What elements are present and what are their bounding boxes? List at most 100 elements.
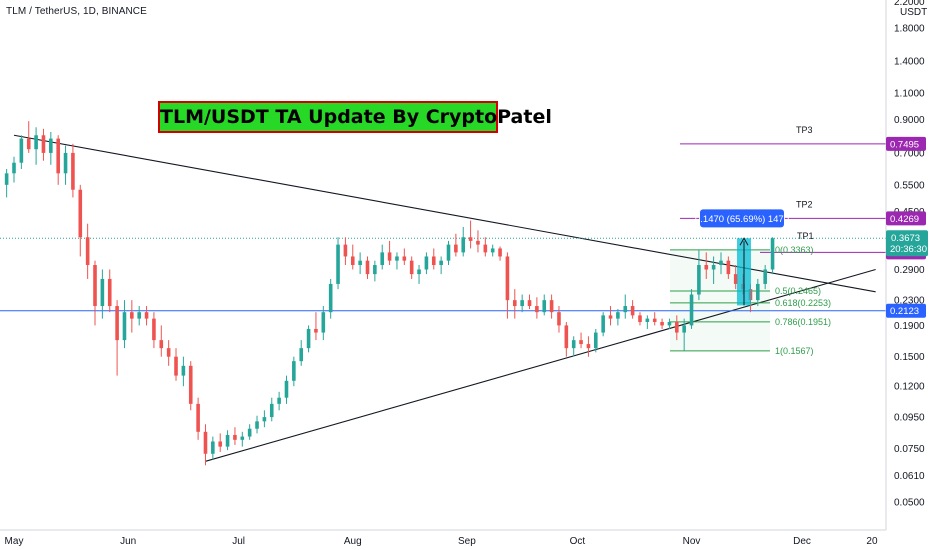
- candle-body: [130, 312, 134, 319]
- price-tick-label: 0.1500: [894, 352, 925, 363]
- last-price-label: 0.3673: [891, 233, 920, 244]
- candle-body: [63, 152, 68, 174]
- time-axis[interactable]: May Jun Jul Aug Sep Oct Nov Dec 20: [5, 536, 878, 547]
- candle-body: [535, 306, 539, 313]
- candle-body: [225, 434, 230, 447]
- trendline: [13, 134, 876, 293]
- candle-body: [137, 312, 141, 319]
- price-tick-label: 0.2900: [894, 265, 925, 276]
- candle-body: [571, 340, 576, 349]
- candle-body: [269, 403, 274, 418]
- trendline: [205, 268, 876, 462]
- time-tick-label: May: [5, 536, 24, 547]
- candle-body: [468, 237, 473, 241]
- candle-body: [336, 244, 340, 284]
- candle-body: [284, 380, 289, 398]
- candle-body: [387, 252, 392, 261]
- candle-body: [564, 325, 569, 349]
- candle-body: [299, 348, 304, 362]
- candle-body: [586, 344, 591, 349]
- price-tick-label: 0.9000: [894, 115, 925, 126]
- candle-body: [675, 321, 679, 333]
- candle-body: [211, 441, 215, 454]
- price-tick-label: 2.2000: [894, 0, 925, 8]
- fibonacci-layer: 0(0.3363) 0.5(0.2465) 0.618(0.2253) 0.786(0…: [670, 245, 831, 356]
- candle-body: [203, 431, 208, 454]
- measure-label-box: [700, 209, 784, 228]
- candle-body: [152, 318, 156, 341]
- price-axis-unit: USDT: [900, 7, 927, 18]
- candle-body: [107, 278, 112, 307]
- candle-body: [446, 244, 451, 261]
- candle-body: [56, 138, 60, 174]
- candle-body: [328, 283, 333, 313]
- candle-body: [557, 312, 561, 326]
- price-level-tag-label: 0.4269: [890, 214, 919, 225]
- candle-body: [343, 244, 348, 257]
- candle-body: [122, 312, 127, 341]
- candle-body: [277, 397, 281, 404]
- price-tick-label: 0.0950: [894, 413, 925, 424]
- candle-body: [85, 237, 90, 265]
- price-level-tag: [886, 136, 926, 151]
- time-tick-label: Oct: [570, 536, 586, 547]
- candle-body: [439, 260, 443, 265]
- fib-level-label: 0.5(0.2465): [775, 286, 821, 296]
- candle-body: [454, 244, 458, 253]
- candle-body: [174, 356, 178, 376]
- candle-body: [623, 306, 628, 313]
- candle-body: [12, 162, 16, 174]
- candle-body: [689, 294, 694, 326]
- candle-body: [196, 403, 200, 432]
- candle-body: [306, 328, 311, 349]
- candle-body: [505, 256, 510, 301]
- symbol-title: TLM / TetherUS, 1D, BINANCE: [6, 6, 147, 17]
- price-tick-label: 0.1200: [894, 382, 925, 393]
- candle-body: [652, 318, 657, 322]
- target-label: TP1: [797, 231, 814, 241]
- candle-body: [144, 312, 149, 319]
- candle-body: [476, 240, 480, 245]
- price-level-tag-label: 0.7495: [890, 139, 919, 150]
- candle-body: [616, 312, 620, 319]
- fib-level-label: 0(0.3363): [775, 245, 814, 255]
- candle-body: [660, 321, 664, 326]
- time-tick-label: Sep: [458, 536, 476, 547]
- price-axis[interactable]: 2.2000 1.8000 1.4000 1.1000 0.9000 0.7000 0.55…: [894, 0, 925, 509]
- fib-level-label: 0.786(0.1951): [775, 317, 831, 327]
- candle-body: [512, 300, 517, 307]
- candle-body: [483, 244, 488, 253]
- time-tick-label: 20: [866, 536, 878, 547]
- price-tick-label: 0.1900: [894, 321, 925, 332]
- price-level-tag-label: 0.2123: [890, 306, 919, 317]
- trendlines-layer: [13, 134, 876, 462]
- candle-body: [726, 260, 731, 275]
- candle-body: [763, 269, 767, 284]
- candle-body: [240, 436, 245, 440]
- candle-body: [314, 328, 318, 333]
- candle-body: [188, 365, 193, 404]
- candle-body: [549, 300, 554, 313]
- candle-body: [93, 265, 97, 307]
- price-tick-label: 0.5500: [894, 180, 925, 191]
- price-tick-label: 0.7000: [894, 148, 925, 159]
- fib-level-label: 1(0.1567): [775, 346, 814, 356]
- candle-body: [520, 300, 524, 307]
- candle-body: [770, 238, 775, 270]
- candle-body: [26, 138, 31, 150]
- candle-body: [218, 441, 223, 447]
- price-level-tag: [886, 303, 926, 318]
- candle-body: [498, 248, 502, 257]
- time-tick-label: Jun: [120, 536, 136, 547]
- candle-body: [380, 252, 385, 265]
- candle-body: [292, 361, 296, 381]
- candle-body: [645, 318, 650, 322]
- price-tick-label: 0.2300: [894, 296, 925, 307]
- candle-body: [350, 256, 355, 265]
- candle-body: [417, 269, 421, 275]
- candle-body: [115, 306, 119, 341]
- price-level-tag: [886, 211, 926, 226]
